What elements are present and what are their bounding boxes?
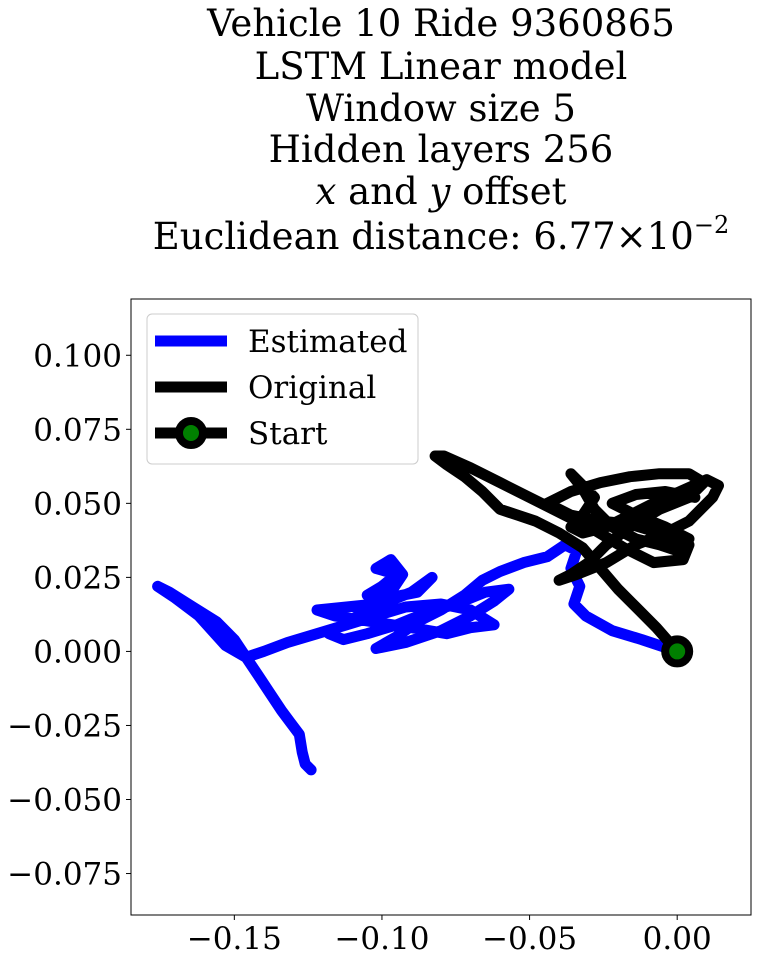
legend-estimated-label: Estimated — [248, 324, 407, 360]
title-offset-word: offset — [462, 170, 566, 213]
title-x-var: x — [316, 170, 337, 213]
y-tick-label: −0.075 — [7, 857, 122, 893]
estimated-trajectory-line — [152, 539, 683, 776]
legend-start-label: Start — [248, 416, 328, 452]
title-line-1: Vehicle 10 Ride 9360865 — [206, 2, 675, 45]
distance-base: 10 — [647, 215, 694, 258]
title-line-6: Euclidean distance: 6.77×10−2 — [153, 211, 729, 258]
x-tick-label: −0.15 — [187, 921, 282, 957]
y-tick-label: 0.000 — [33, 634, 122, 670]
title-line-3: Window size 5 — [306, 87, 576, 130]
title-and-word: and — [348, 170, 418, 213]
distance-mantissa: 6.77 — [533, 215, 615, 258]
start-point-marker — [661, 635, 694, 668]
distance-exponent: −2 — [694, 211, 729, 239]
legend-start-marker — [175, 417, 207, 449]
y-tick-label: 0.100 — [33, 338, 122, 374]
axes-frame — [130, 298, 752, 916]
x-tick-label: −0.05 — [482, 921, 577, 957]
y-tick-label: 0.050 — [33, 486, 122, 522]
series-layer — [152, 450, 724, 776]
x-tick-label: 0.00 — [643, 921, 712, 957]
legend-box — [146, 313, 419, 465]
legend: Estimated Original Start — [146, 313, 419, 465]
x-tick-label: −0.10 — [334, 921, 429, 957]
title-line-2: LSTM Linear model — [255, 45, 628, 88]
y-tick-label: 0.025 — [33, 560, 122, 596]
title-y-var: y — [427, 170, 451, 213]
original-trajectory-line — [429, 450, 724, 657]
y-tick-label: −0.050 — [7, 783, 122, 819]
y-tick-label: −0.025 — [7, 708, 122, 744]
legend-original-label: Original — [248, 370, 376, 406]
title-line-5: x and y offset — [316, 170, 567, 213]
y-axis: 0.100 0.075 0.050 0.025 0.000 −0.025 −0.050 −0.… — [7, 338, 131, 893]
distance-times: × — [616, 215, 647, 258]
chart-title: Vehicle 10 Ride 9360865 LSTM Linear mode… — [153, 2, 729, 258]
title-line-4: Hidden layers 256 — [269, 128, 614, 171]
distance-prefix: Euclidean distance: — [153, 215, 534, 258]
plot-area — [130, 298, 752, 916]
start-marker-layer — [661, 635, 694, 668]
y-tick-label: 0.075 — [33, 412, 122, 448]
x-axis: −0.15 −0.10 −0.05 0.00 — [187, 915, 712, 957]
